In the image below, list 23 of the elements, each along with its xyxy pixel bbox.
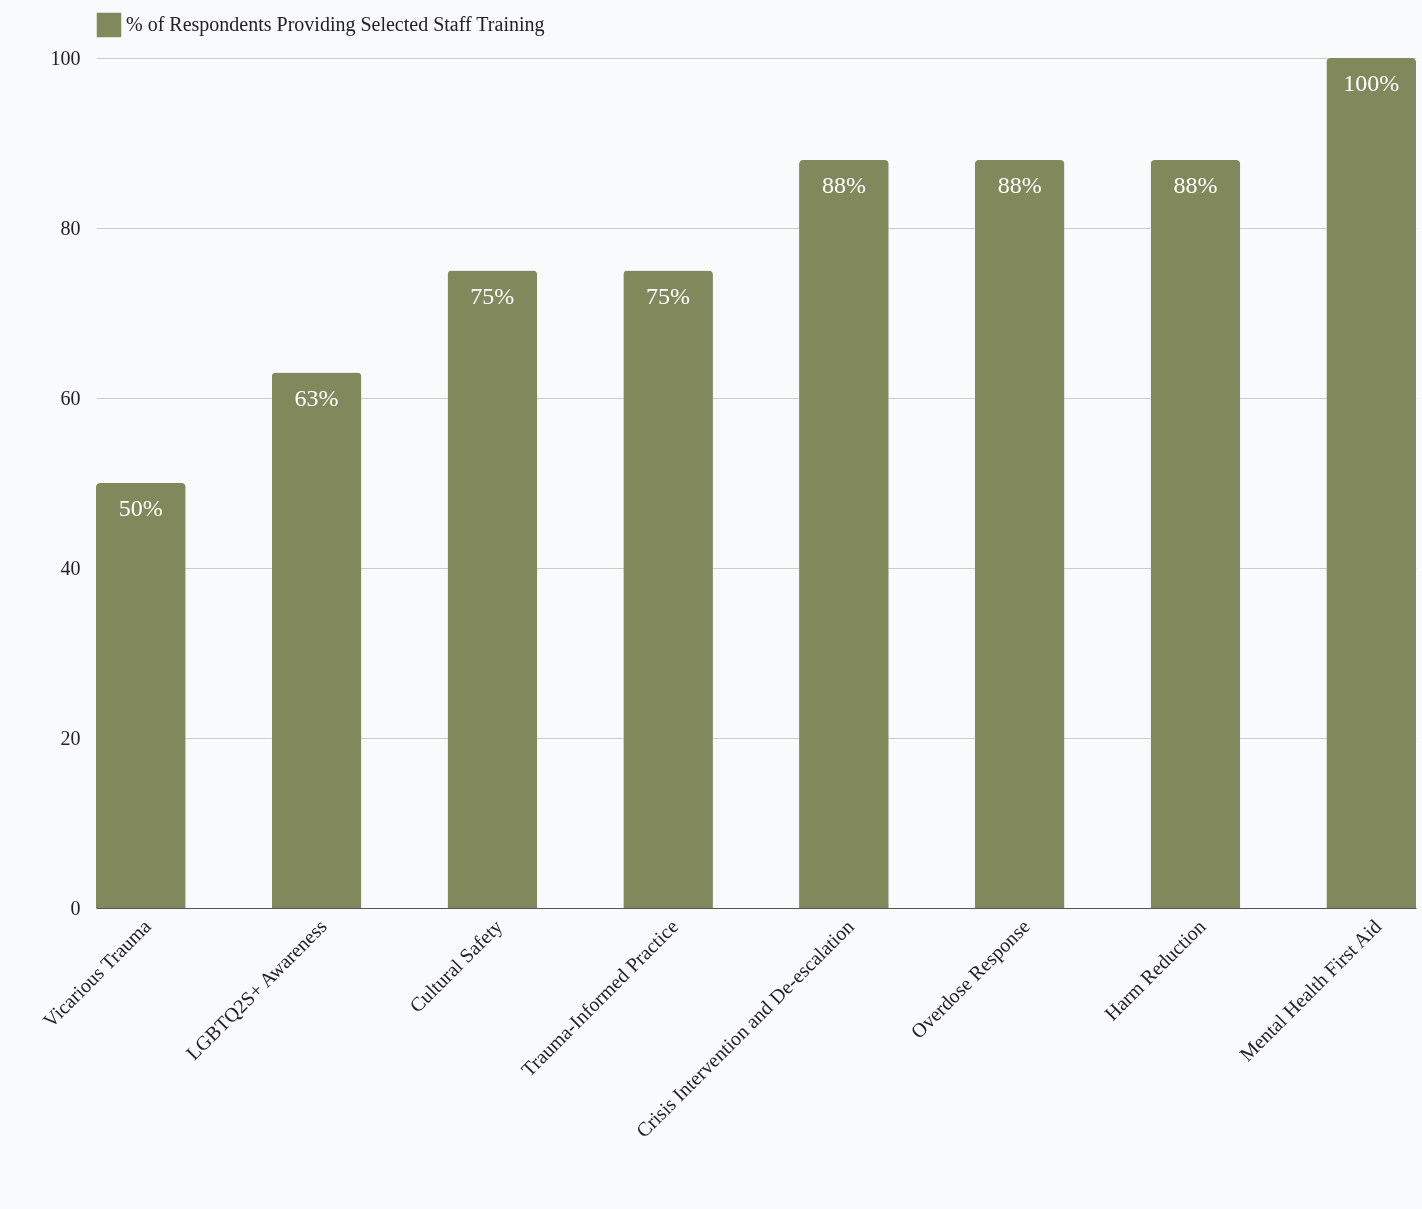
data-label: 100%	[1343, 70, 1400, 96]
y-tick-label: 20	[60, 726, 81, 749]
data-label: 88%	[1173, 172, 1218, 198]
legend-label: % of Respondents Providing Selected Staff Training	[126, 13, 545, 36]
data-label: 75%	[470, 282, 515, 309]
bar	[1326, 58, 1416, 908]
bar	[447, 270, 538, 908]
y-tick-label: 40	[60, 556, 81, 579]
y-tick-label: 0	[70, 896, 81, 919]
data-label: 50%	[118, 495, 163, 521]
y-tick-label: 60	[60, 386, 81, 409]
bar	[271, 372, 362, 908]
bar	[799, 160, 889, 908]
data-label: 63%	[294, 384, 339, 411]
data-label: 88%	[997, 172, 1042, 198]
data-label: 88%	[821, 172, 866, 198]
bar	[974, 160, 1065, 908]
y-tick-label: 100	[50, 46, 81, 69]
data-label: 75%	[646, 282, 691, 309]
bar	[1150, 160, 1241, 908]
bar	[623, 270, 713, 908]
y-tick-label: 80	[60, 216, 81, 239]
bar	[96, 483, 186, 908]
